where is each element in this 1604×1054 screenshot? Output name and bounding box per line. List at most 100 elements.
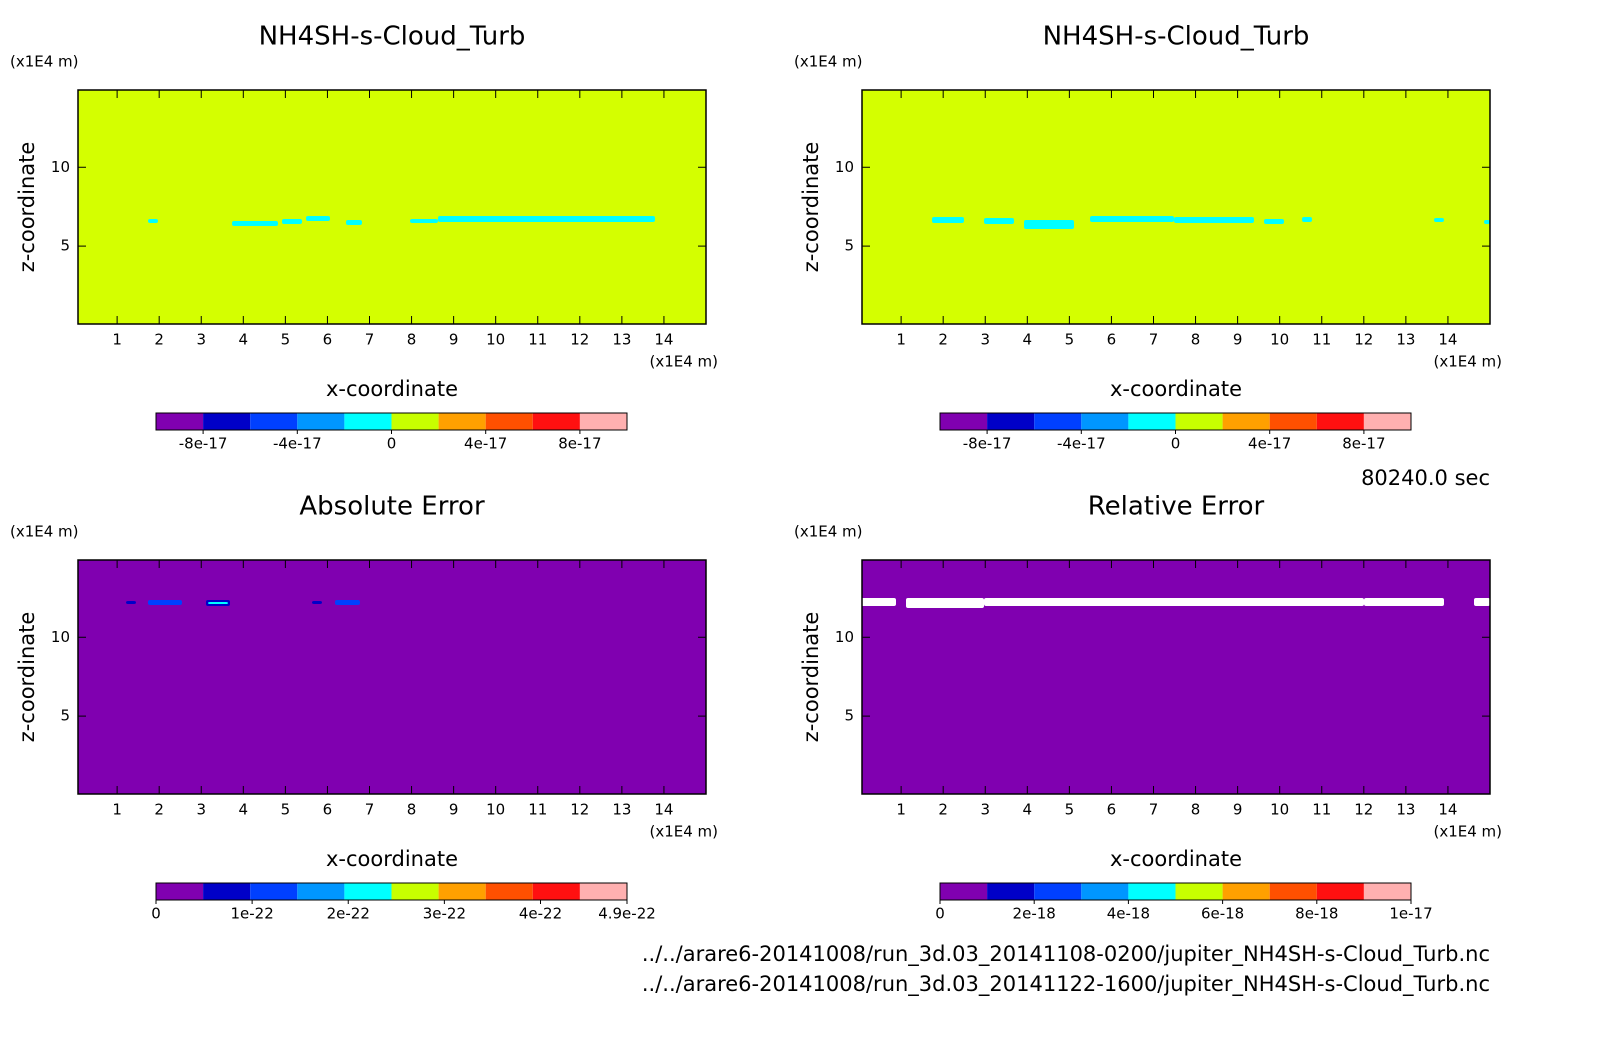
colorbar-tick-label: 6e-18 — [1201, 905, 1244, 923]
contour-region — [932, 217, 964, 223]
x-tick-label: 5 — [1065, 331, 1075, 349]
x-tick-label: 13 — [612, 331, 631, 349]
x-tick-label: 13 — [1396, 331, 1415, 349]
contour-region — [410, 219, 438, 223]
x-tick-label: 8 — [1191, 331, 1201, 349]
contour-field — [78, 560, 706, 794]
colorbar-box — [391, 883, 439, 900]
x-tick-label: 6 — [1107, 801, 1117, 819]
x-tick-label: 9 — [1233, 331, 1243, 349]
x-tick-label: 4 — [239, 801, 249, 819]
x-tick-label: 6 — [323, 801, 333, 819]
colorbar-box — [1175, 883, 1223, 900]
y-tick-label: 5 — [844, 707, 854, 725]
x-tick-label: 8 — [1191, 801, 1201, 819]
contour-region — [784, 600, 792, 606]
colorbar-box — [1034, 413, 1082, 430]
colorbar-box — [203, 883, 251, 900]
x-tick-label: 7 — [365, 331, 375, 349]
colorbar-box — [532, 883, 580, 900]
colorbar-box — [532, 413, 580, 430]
x-tick-label: 2 — [938, 331, 948, 349]
contour-region — [984, 218, 1014, 224]
colorbar-tick-label: 4e-22 — [519, 905, 562, 923]
x-tick-label: 13 — [612, 801, 631, 819]
colorbar-tick-label: 8e-17 — [1342, 435, 1385, 453]
colorbar-frame — [155, 882, 628, 901]
colorbar-box — [579, 883, 627, 900]
colorbar-tick-label: 8e-18 — [1295, 905, 1338, 923]
colorbar-tick-label: -4e-17 — [1057, 435, 1106, 453]
contour-region — [840, 598, 896, 606]
colorbar-box — [485, 413, 533, 430]
x-tick-label: 14 — [654, 331, 673, 349]
x-tick-label: 6 — [1107, 331, 1117, 349]
x-unit: (x1E4 m) — [1433, 823, 1502, 841]
x-tick-label: 5 — [281, 331, 291, 349]
colorbar-box — [1222, 413, 1270, 430]
panel-title: Relative Error — [1088, 492, 1265, 522]
x-tick-label: 10 — [1270, 331, 1289, 349]
y-tick-label: 10 — [835, 158, 854, 176]
contour-region — [438, 216, 655, 222]
colorbar-box — [987, 413, 1035, 430]
colorbar-box — [1128, 883, 1176, 900]
x-tick-label: 12 — [570, 331, 589, 349]
contour-region — [1302, 217, 1312, 222]
colorbar-box — [1269, 883, 1317, 900]
x-axis-label: x-coordinate — [1110, 377, 1242, 401]
y-axis-label: z-coordinate — [799, 612, 823, 743]
y-unit: (x1E4 m) — [10, 523, 79, 541]
x-tick-label: 2 — [154, 331, 164, 349]
y-tick-label: 10 — [51, 158, 70, 176]
x-axis-label: x-coordinate — [326, 847, 458, 871]
x-unit: (x1E4 m) — [649, 823, 718, 841]
contour-region — [1434, 218, 1444, 222]
contour-region — [232, 221, 278, 226]
y-tick-label: 5 — [60, 237, 70, 255]
colorbar-box — [297, 883, 345, 900]
colorbar-tick-label: 2e-22 — [327, 905, 370, 923]
x-axis-label: x-coordinate — [1110, 847, 1242, 871]
colorbar-tick-label: 2e-18 — [1013, 905, 1056, 923]
x-tick-label: 4 — [239, 331, 249, 349]
colorbar-box — [1363, 413, 1411, 430]
x-tick-label: 14 — [654, 801, 673, 819]
contour-region — [984, 598, 1364, 606]
panel-title: Absolute Error — [299, 492, 485, 522]
x-tick-label: 7 — [1149, 331, 1159, 349]
colorbar-box — [940, 413, 988, 430]
y-tick-label: 10 — [835, 628, 854, 646]
contour-region — [906, 598, 984, 608]
colorbar-tick-label: 3e-22 — [423, 905, 466, 923]
colorbar-box — [156, 883, 204, 900]
x-tick-label: 11 — [528, 801, 547, 819]
colorbar-box — [1269, 413, 1317, 430]
colorbar-tick-label: -8e-17 — [179, 435, 228, 453]
x-tick-label: 1 — [112, 331, 122, 349]
contour-region — [148, 219, 158, 223]
x-tick-label: 2 — [154, 801, 164, 819]
colorbar-box — [1222, 883, 1270, 900]
colorbar-tick-label: 0 — [1171, 435, 1181, 453]
contour-region — [346, 220, 362, 225]
plot-frame — [77, 559, 707, 795]
colorbar-box — [156, 413, 204, 430]
colorbar-box — [344, 883, 392, 900]
panel-title: NH4SH-s-Cloud_Turb — [1043, 22, 1310, 52]
colorbar-tick-label: 4e-17 — [464, 435, 507, 453]
colorbar-box — [1128, 413, 1176, 430]
colorbar-box — [438, 413, 486, 430]
colorbar-tick-label: 0 — [935, 905, 945, 923]
panel-title: NH4SH-s-Cloud_Turb — [259, 22, 526, 52]
plot-frame — [861, 559, 1491, 795]
x-tick-label: 14 — [1438, 331, 1457, 349]
file-path: ../../arare6-20141008/run_3d.03_20141122… — [642, 972, 1490, 997]
contour-field — [862, 560, 1490, 794]
x-unit: (x1E4 m) — [649, 353, 718, 371]
x-tick-label: 11 — [1312, 801, 1331, 819]
